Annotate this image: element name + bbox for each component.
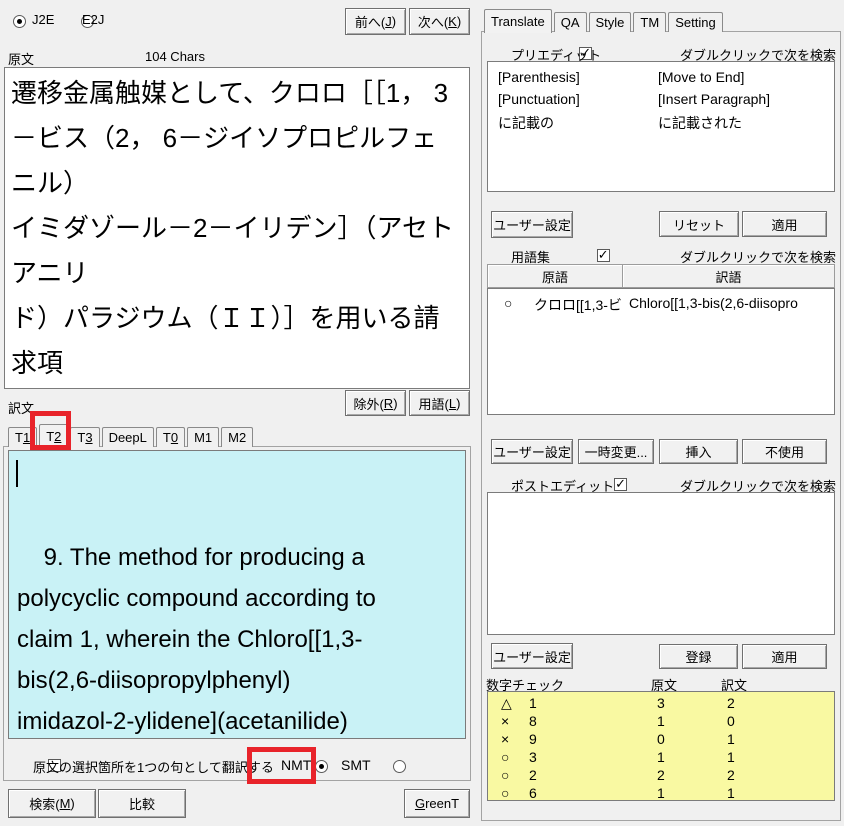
numcheck-mark: △ [501, 695, 512, 711]
exclude-button[interactable]: 除外(R) [345, 390, 406, 416]
numcheck-mark: × [501, 731, 510, 747]
phrase-option-label: 原文の選択箇所を1つの句として翻訳する [33, 760, 274, 775]
table-row[interactable]: △ 1 3 2 [501, 695, 735, 711]
list-item[interactable]: [Punctuation] [498, 91, 580, 107]
postedit-apply-button[interactable]: 適用 [742, 644, 827, 669]
glossary-checkbox[interactable] [596, 247, 610, 263]
numcheck-table: △ 1 3 2 × 8 1 0 × 9 0 1 ○ 3 1 1 ○ 2 2 2 [487, 691, 835, 801]
nmt-radio-label: NMT [281, 757, 312, 773]
glossary-header: 原語 訳語 [487, 264, 835, 288]
list-item[interactable]: に記載の [498, 115, 554, 131]
glossary-user-settings-button[interactable]: ユーザー設定 [491, 439, 573, 464]
numcheck-mark: ○ [501, 785, 510, 801]
next-button-label: 次へ( [417, 15, 449, 30]
engine-tabstrip: T1 T2 T3 DeepL T0 M1 M2 [8, 424, 255, 448]
e2j-radio-label: E2J [82, 12, 105, 27]
smt-radio[interactable] [392, 760, 406, 774]
glossary-search-hint: ダブルクリックで次を検索 [679, 250, 836, 265]
reset-button[interactable]: リセット [659, 211, 739, 237]
unused-button[interactable]: 不使用 [742, 439, 827, 464]
prev-button[interactable]: 前へ(J) [345, 8, 406, 35]
insert-button[interactable]: 挿入 [659, 439, 738, 464]
tab-t1[interactable]: T1 [8, 427, 38, 447]
glossary-label: 用語集 [511, 250, 551, 265]
smt-radio-label: SMT [341, 757, 371, 773]
register-button[interactable]: 登録 [659, 644, 738, 669]
table-row[interactable]: × 8 1 0 [501, 713, 735, 729]
tab-style[interactable]: Style [588, 12, 632, 32]
tab-t0[interactable]: T0 [155, 427, 186, 447]
tab-setting[interactable]: Setting [668, 12, 723, 32]
e2j-radio[interactable] [81, 15, 95, 29]
preedit-label: プリエディット [511, 48, 602, 63]
postedit-user-settings-button[interactable]: ユーザー設定 [491, 643, 573, 669]
search-button[interactable]: 検索(M) [8, 789, 96, 818]
glossary-row-mark: ○ [504, 295, 513, 311]
compare-button[interactable]: 比較 [98, 789, 186, 818]
numcheck-label: 数字チェック [486, 678, 565, 693]
tab-m2[interactable]: M2 [221, 427, 254, 447]
tab-m1[interactable]: M1 [187, 427, 220, 447]
glossary-row-source[interactable]: クロロ[[1,3-ビ [534, 297, 622, 313]
table-row[interactable]: ○ 3 1 1 [501, 749, 735, 765]
phrase-option-checkbox[interactable] [47, 759, 61, 773]
list-item[interactable]: [Move to End] [658, 69, 745, 85]
tab-qa[interactable]: QA [553, 12, 587, 32]
j2e-radio-label: J2E [32, 12, 55, 27]
char-count: 104 Chars [145, 49, 205, 64]
preedit-listbox[interactable]: [Parenthesis] [Move to End] [Punctuation… [487, 61, 835, 192]
tab-deepl[interactable]: DeepL [101, 427, 154, 447]
list-item[interactable]: に記載された [658, 115, 742, 131]
numcheck-mark: ○ [501, 749, 510, 765]
glossary-row-target[interactable]: Chloro[[1,3-bis(2,6-diisopro [629, 295, 798, 311]
source-label: 原文 [8, 52, 35, 67]
preedit-user-settings-button[interactable]: ユーザー設定 [491, 211, 573, 238]
preedit-search-hint: ダブルクリックで次を検索 [679, 48, 836, 63]
table-row[interactable]: ○ 2 2 2 [501, 767, 735, 783]
glossary-list[interactable]: ○ クロロ[[1,3-ビ Chloro[[1,3-bis(2,6-diisopr… [487, 288, 835, 415]
table-row[interactable]: ○ 6 1 1 [501, 785, 735, 801]
source-textarea[interactable]: 遷移金属触媒として、クロロ［［1， 3 －ビス（2， 6－ジイソプロピルフェニル… [4, 67, 470, 389]
t2-highlight-annotation [30, 411, 71, 450]
list-item[interactable]: [Parenthesis] [498, 69, 580, 85]
tab-translate[interactable]: Translate [484, 9, 552, 33]
translation-textarea[interactable]: 9. The method for producing a polycyclic… [8, 450, 466, 739]
j2e-radio[interactable] [13, 15, 26, 29]
postedit-label: ポストエディット [511, 479, 615, 494]
glossary-col-target[interactable]: 訳語 [623, 264, 835, 288]
nmt-highlight-annotation [247, 747, 316, 784]
target-label: 訳文 [8, 401, 35, 416]
postedit-search-hint: ダブルクリックで次を検索 [679, 479, 836, 494]
table-row[interactable]: × 9 0 1 [501, 731, 735, 747]
numcheck-mark: × [501, 713, 510, 729]
numcheck-col-target: 訳文 [721, 678, 748, 693]
terms-button[interactable]: 用語(L) [409, 390, 470, 416]
numcheck-col-source: 原文 [651, 678, 678, 693]
list-item[interactable]: [Insert Paragraph] [658, 91, 771, 107]
preedit-apply-button[interactable]: 適用 [742, 211, 827, 237]
tab-t3[interactable]: T3 [70, 427, 100, 447]
postedit-textarea[interactable] [487, 492, 835, 635]
tab-tm[interactable]: TM [633, 12, 667, 32]
prev-button-label: 前へ( [354, 15, 386, 30]
translation-text: 9. The method for producing a polycyclic… [17, 544, 376, 735]
preedit-checkbox[interactable] [579, 45, 593, 61]
text-cursor [16, 460, 18, 487]
numcheck-mark: ○ [501, 767, 510, 783]
next-button[interactable]: 次へ(K) [409, 8, 470, 35]
postedit-checkbox[interactable] [614, 476, 628, 492]
right-tabstrip: Translate QA Style TM Setting [484, 7, 725, 33]
temp-change-button[interactable]: 一時変更... [578, 439, 654, 464]
tab-t2[interactable]: T2 [39, 424, 69, 448]
glossary-col-source[interactable]: 原語 [487, 264, 623, 288]
